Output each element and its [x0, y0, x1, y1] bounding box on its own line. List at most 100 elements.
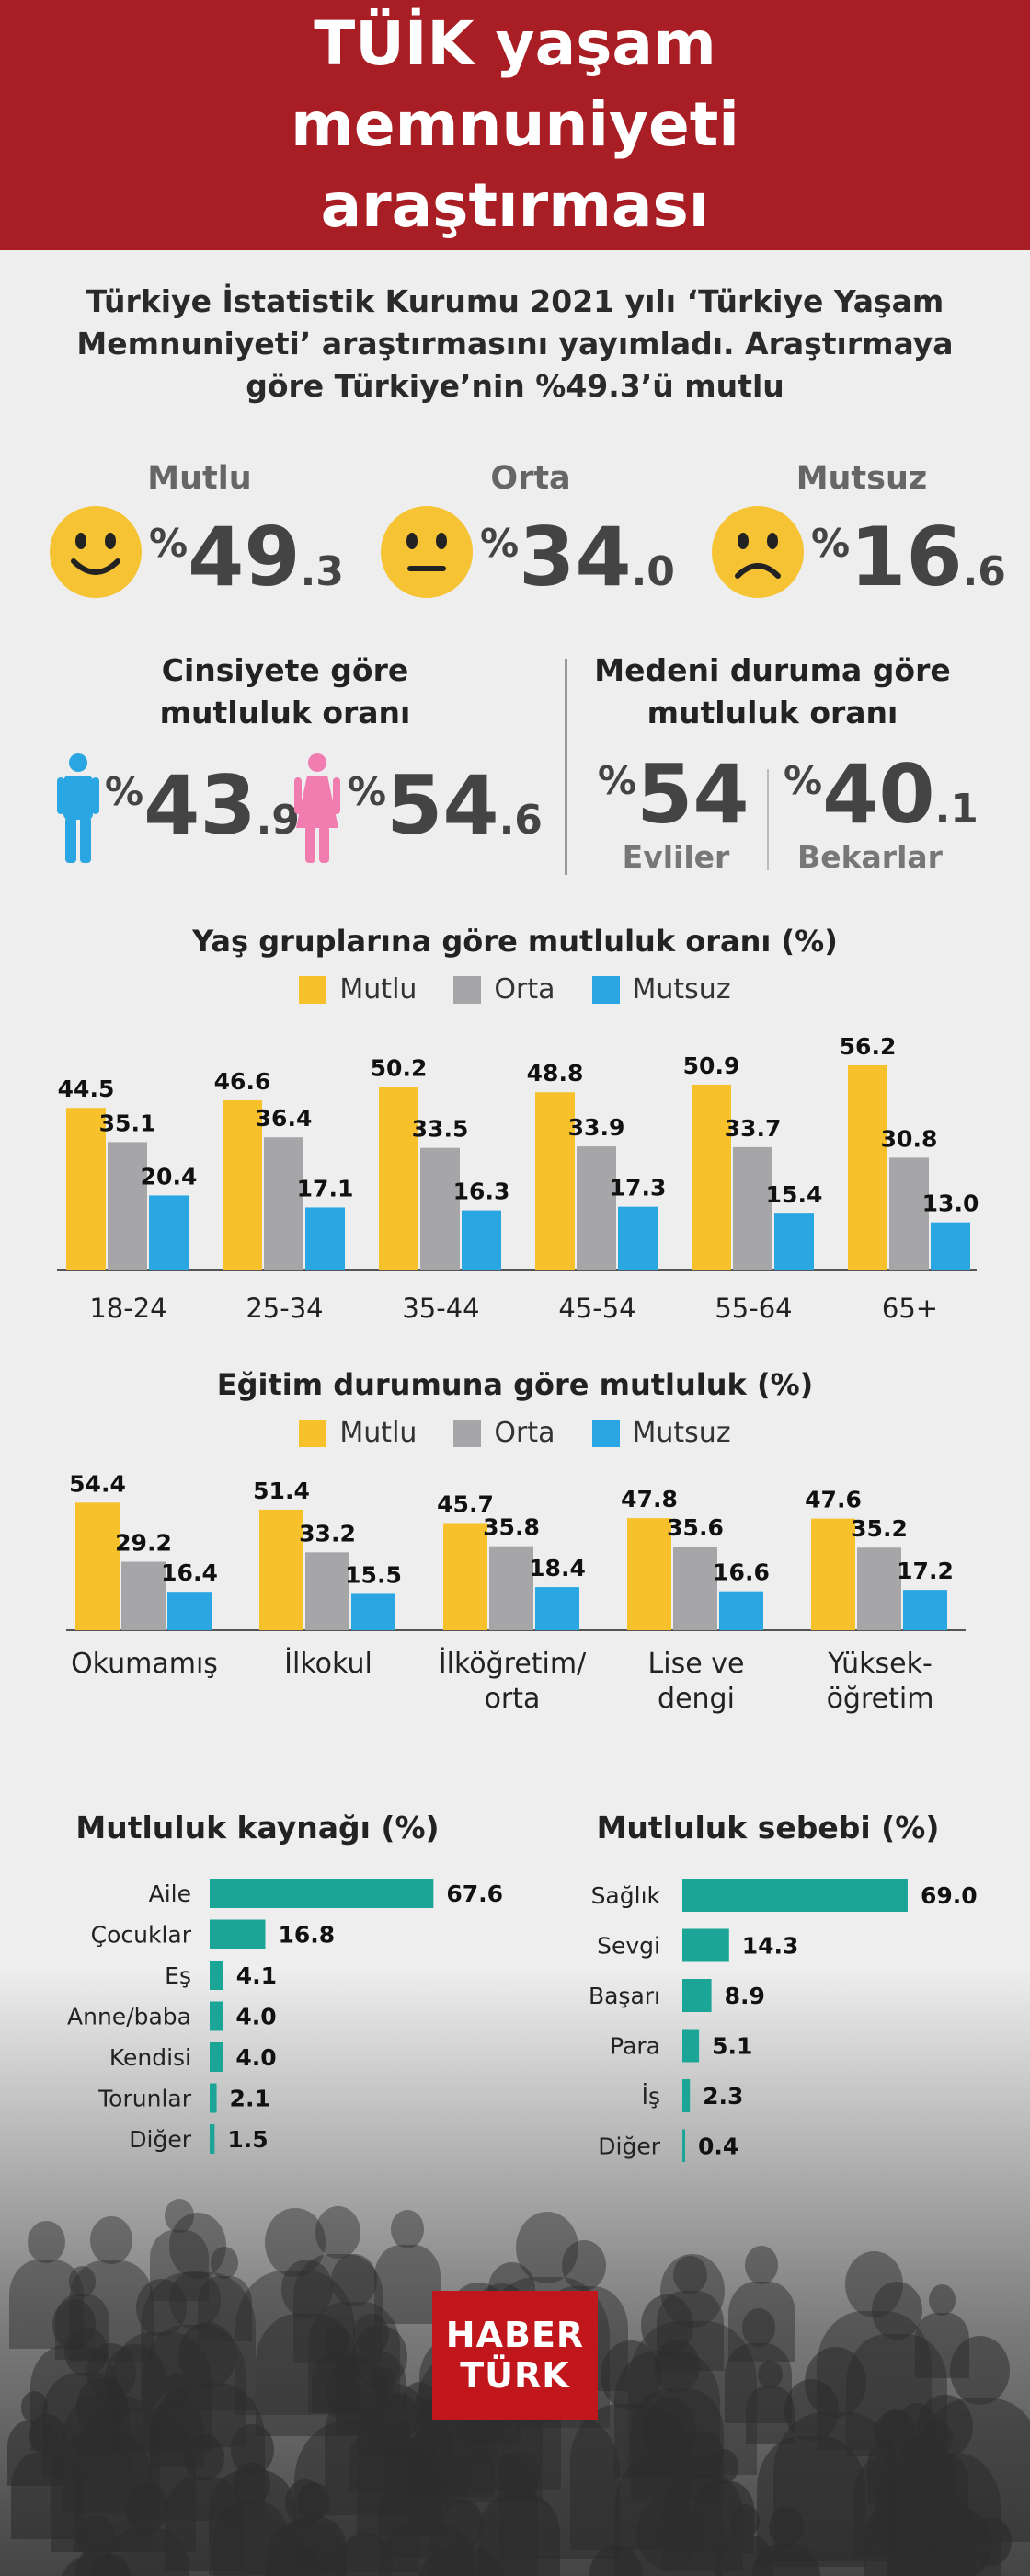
marital-divider	[767, 769, 769, 870]
age-chart: 44.5 35.1 20.4 18-24 46.6 36.4 17.1 25-34 50.2 33…	[57, 1033, 979, 1324]
crowd-silhouette	[324, 2327, 349, 2356]
data-label: 50.2	[371, 1055, 428, 1082]
bar-mutlu-3	[535, 1092, 575, 1270]
data-label: 47.8	[621, 1486, 678, 1512]
crowd-silhouette	[374, 2245, 441, 2325]
crowd-silhouette	[265, 2207, 326, 2277]
bar-1	[210, 1919, 266, 1949]
mood-label-0: Mutlu	[147, 460, 252, 497]
data-label: 14.3	[742, 1933, 799, 1960]
crowd-silhouette	[744, 2246, 779, 2285]
bar-mutsuz-1	[351, 1593, 395, 1630]
crowd-silhouette	[429, 2454, 539, 2576]
data-label: 16.8	[278, 1922, 335, 1949]
crowd-silhouette	[570, 2404, 692, 2550]
single-happiness-value: %40.1	[784, 747, 978, 842]
x-tick-label: İlkokul	[284, 1647, 372, 1680]
crowd-silhouette	[804, 2346, 867, 2419]
data-label: 35.6	[667, 1514, 724, 1541]
legend-swatch-orta	[453, 975, 482, 1004]
crowd-silhouette	[74, 2407, 196, 2553]
data-label: 44.5	[58, 1075, 115, 1102]
crowd-silhouette	[950, 2336, 1011, 2405]
bar-orta-2	[489, 1546, 533, 1630]
x-tick-label: 35-44	[402, 1293, 479, 1324]
bar-orta-4	[733, 1146, 772, 1270]
data-label: 2.3	[703, 2083, 743, 2110]
bar-mutsuz-2	[462, 1210, 501, 1270]
crowd-silhouette	[660, 2254, 725, 2329]
bar-4	[682, 2079, 691, 2112]
crowd-photo-background	[0, 1969, 1030, 2576]
reason-chart: Sağlık 69.0 Sevgi 14.3 Başarı 8.9 Para 5.1 İş 2.3…	[589, 1879, 978, 2162]
female-happiness-value: %54.6	[348, 758, 543, 853]
crowd-silhouette	[331, 2253, 378, 2307]
x-tick-label: Okumamış	[71, 1648, 218, 1680]
data-label: 13.0	[922, 1190, 979, 1217]
data-label: 4.0	[235, 2044, 276, 2071]
education-chart: 54.4 29.216.4 Okumamış 51.4 33.2 15.5 İlkokul 4…	[66, 1470, 966, 1715]
x-tick-label: İlköğretim/	[439, 1647, 587, 1680]
data-label: 16.4	[161, 1559, 218, 1586]
data-label: 8.9	[725, 1983, 765, 2009]
bar-5	[682, 2129, 685, 2162]
marital-title: Medeni duruma göre mutluluk oranı	[594, 652, 951, 730]
mood-value-1: %34.0	[480, 510, 675, 604]
crowd-silhouette	[715, 2535, 774, 2576]
data-label: 4.1	[236, 1962, 277, 1989]
bar-orta-1	[264, 1137, 303, 1270]
crowd-silhouette	[197, 2275, 253, 2342]
crowd-silhouette	[230, 2423, 275, 2475]
x-tick-label: öğretim	[827, 1683, 934, 1715]
data-label: 45.7	[437, 1490, 494, 1517]
data-label: 17.1	[297, 1175, 354, 1202]
bar-mutsuz-3	[719, 1591, 763, 1630]
data-label: 33.9	[568, 1114, 625, 1141]
mood-label-1: Orta	[490, 460, 571, 497]
crowd-silhouette	[871, 2281, 922, 2340]
category-label: Eş	[165, 1962, 191, 1989]
category-label: Diğer	[598, 2133, 660, 2160]
crowd-silhouette	[29, 2414, 66, 2456]
crowd-silhouette	[90, 2215, 133, 2265]
bar-mutlu-3	[627, 1518, 671, 1630]
data-label: 18.4	[529, 1555, 586, 1581]
single-label: Bekarlar	[797, 839, 943, 875]
category-label: Çocuklar	[91, 1922, 192, 1949]
crowd-silhouette	[601, 2340, 662, 2411]
crowd-silhouette	[105, 2343, 166, 2414]
source-chart: Aile 67.6 Çocuklar 16.8 Eş 4.1 Anne/baba 4.0 Ken…	[67, 1879, 503, 2154]
category-label: Sağlık	[591, 1882, 661, 1909]
crowd-silhouette	[515, 2211, 578, 2284]
data-label: 36.4	[256, 1105, 313, 1132]
crowd-silhouette	[208, 2469, 297, 2576]
bar-4	[210, 2042, 223, 2072]
data-label: 2.1	[230, 2086, 270, 2112]
bar-orta-2	[420, 1147, 460, 1270]
bar-mutlu-4	[692, 1084, 731, 1270]
crowd-silhouette	[315, 2206, 361, 2259]
crowd-silhouette	[922, 2421, 954, 2456]
category-label: Sevgi	[597, 1933, 660, 1960]
crowd-silhouette	[11, 2452, 85, 2539]
crowd-silhouette	[281, 2260, 333, 2319]
legend-swatch-mutsuz	[591, 975, 620, 1004]
bar-orta-5	[889, 1157, 929, 1270]
crowd-silhouette	[75, 2547, 118, 2576]
crowd-silhouette	[54, 2294, 109, 2360]
data-label: 16.6	[713, 1559, 770, 1586]
education-chart-legend: Mutlu Orta Mutsuz	[0, 1417, 1030, 1449]
data-label: 33.7	[725, 1115, 782, 1142]
married-label: Evliler	[622, 839, 730, 875]
bar-1	[682, 1928, 729, 1962]
mood-value-0: %49.3	[149, 510, 344, 604]
crowd-silhouette	[68, 2265, 97, 2297]
data-label: 17.3	[610, 1175, 667, 1202]
legend-swatch-mutlu	[299, 975, 327, 1004]
legend-item-mutsuz: Mutsuz	[591, 973, 731, 1006]
bar-mutlu-4	[811, 1518, 855, 1630]
intro-text: Türkiye İstatistik Kurumu 2021 yılı ‘Tür…	[76, 283, 954, 404]
data-label: 51.4	[253, 1478, 310, 1504]
education-chart-title: Eğitim durumuna göre mutluluk (%)	[216, 1367, 814, 1402]
x-tick-label: Lise ve	[648, 1648, 745, 1680]
